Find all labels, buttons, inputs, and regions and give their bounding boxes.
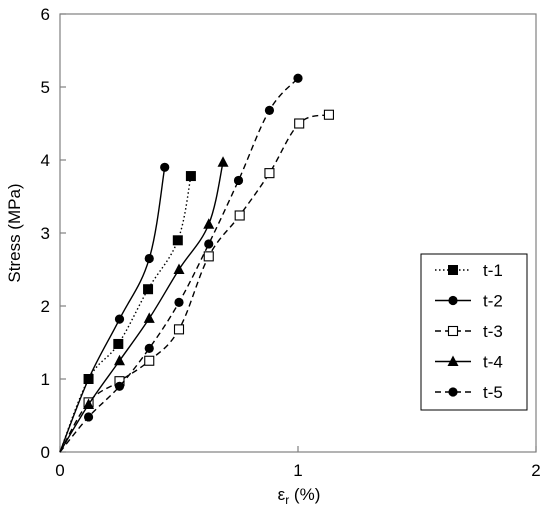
series-t-5 [59, 73, 303, 453]
data-point [83, 398, 95, 410]
data-point [144, 253, 154, 264]
legend-marker [448, 387, 458, 397]
data-point [203, 218, 215, 229]
data-point [264, 105, 275, 115]
data-point [114, 354, 125, 366]
legend-label: t-4 [483, 353, 503, 372]
y-tick-label: 0 [41, 443, 50, 462]
legend-label: t-2 [483, 292, 503, 311]
x-axis-title: εr (%) [278, 485, 321, 507]
data-point [173, 263, 185, 274]
legend-label: t-1 [483, 261, 503, 280]
data-point [143, 284, 154, 295]
data-point [204, 239, 214, 249]
x-tick-label: 0 [55, 461, 64, 480]
y-tick-label: 4 [41, 151, 50, 170]
series-t-3 [59, 109, 334, 453]
legend-item: t-4 [435, 353, 503, 372]
legend-box [420, 253, 528, 411]
y-tick-label: 6 [41, 5, 50, 24]
y-tick-label: 2 [41, 297, 50, 316]
y-axis-title: Stress (MPa) [5, 183, 24, 282]
series-line [59, 114, 330, 453]
series-t-4 [59, 156, 229, 453]
legend-item: t-3 [435, 322, 503, 341]
data-point [172, 235, 183, 246]
data-point [173, 324, 185, 335]
data-point [185, 171, 196, 182]
data-point [114, 314, 125, 324]
legend-marker [448, 265, 458, 275]
y-axis-ticks: 0 1 2 3 4 5 6 [41, 5, 66, 462]
data-point [264, 168, 275, 179]
data-point [174, 297, 184, 307]
data-point [293, 73, 303, 83]
legend-marker [447, 355, 459, 366]
data-point [323, 109, 334, 120]
data-point [294, 118, 305, 129]
x-axis-title-unit: (%) [289, 485, 320, 504]
data-point [144, 343, 154, 353]
data-point [203, 251, 214, 262]
legend-item: t-2 [435, 292, 503, 311]
x-tick-label: 2 [531, 461, 540, 480]
legend-item: t-1 [435, 261, 503, 280]
data-point [83, 374, 94, 384]
series-layer [59, 73, 334, 453]
x-axis-title-symbol: ε [278, 485, 286, 504]
data-point [114, 381, 125, 391]
data-point [217, 156, 229, 167]
data-point [113, 338, 124, 349]
data-point [234, 210, 245, 221]
data-point [143, 312, 155, 323]
x-axis-title-subscript: r [285, 493, 289, 507]
y-tick-label: 5 [41, 78, 50, 97]
legend-label: t-3 [483, 322, 503, 341]
legend-label: t-5 [483, 383, 503, 402]
data-point [83, 412, 94, 422]
y-tick-label: 3 [41, 224, 50, 243]
legend-marker [447, 325, 459, 337]
legend: t-1 t-2 t-3 t-4 t-5 [420, 253, 528, 411]
series-t-2 [59, 162, 170, 453]
legend-marker [448, 295, 458, 306]
data-point [233, 175, 244, 186]
data-point [160, 162, 170, 172]
x-tick-label: 1 [293, 461, 302, 480]
data-point [144, 355, 155, 366]
legend-item: t-5 [435, 383, 503, 402]
y-tick-label: 1 [41, 370, 50, 389]
